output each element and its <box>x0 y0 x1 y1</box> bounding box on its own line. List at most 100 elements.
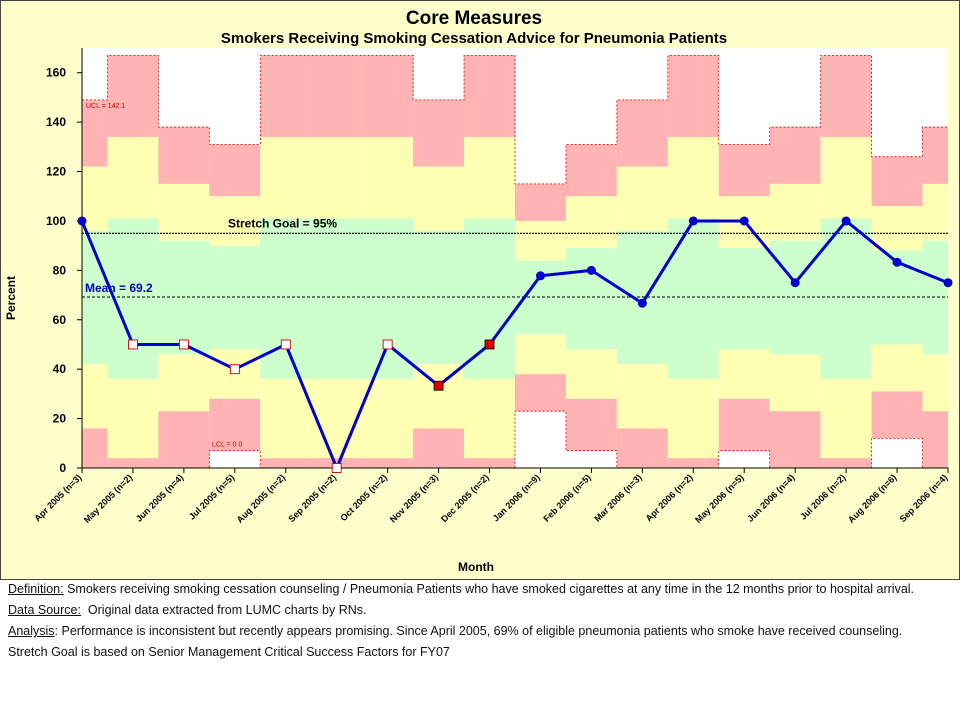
analysis-text: : Performance is inconsistent but recent… <box>54 624 903 638</box>
upper-outer-zone <box>464 55 515 137</box>
upper-middle-zone <box>158 183 210 241</box>
x-tick-label: Apr 2005 (n=3) <box>32 472 83 523</box>
y-axis-label: Percent <box>4 276 18 320</box>
control-zones <box>82 55 948 468</box>
y-tick-label: 0 <box>59 461 66 475</box>
upper-outer-zone <box>820 55 872 137</box>
upper-outer-zone <box>616 99 668 167</box>
y-tick-label: 80 <box>53 263 67 277</box>
upper-middle-zone <box>922 183 948 241</box>
analysis-note: Analysis: Performance is inconsistent bu… <box>8 624 948 639</box>
inner-zone <box>362 218 414 380</box>
y-axis: 0 20 40 60 80 100 120 140 160 <box>46 66 82 475</box>
lower-middle-zone <box>260 379 312 459</box>
x-tick-label: Aug 2006 (n=6) <box>846 472 899 525</box>
data-point-open <box>331 463 342 473</box>
stretch-goal-label: Stretch Goal = 95% <box>228 216 337 230</box>
x-tick-label: Nov 2005 (n=3) <box>388 472 440 524</box>
inner-zone <box>107 218 159 380</box>
lower-outer-zone <box>158 411 210 468</box>
x-axis: Apr 2005 (n=3)May 2005 (n=2) Jun 2005 (n=… <box>32 468 949 525</box>
x-tick-label: Mar 2006 (n=3) <box>592 472 643 523</box>
y-tick-label: 20 <box>53 412 67 426</box>
y-tick-label: 120 <box>46 165 66 179</box>
inner-zone <box>311 218 363 380</box>
data-point <box>637 298 647 308</box>
lower-outer-zone <box>769 411 821 468</box>
datasource-text: Original data extracted from LUMC charts… <box>80 603 367 617</box>
lower-outer-zone <box>362 458 414 468</box>
x-tick-label: Sep 2006 (n=4) <box>898 472 950 524</box>
lower-middle-zone <box>158 354 210 412</box>
upper-middle-zone <box>464 136 515 219</box>
goal-note: Stretch Goal is based on Senior Manageme… <box>8 645 450 659</box>
upper-outer-zone <box>922 127 948 184</box>
data-point-open <box>229 364 240 375</box>
lcl-label: LCL = 0.0 <box>212 442 242 449</box>
data-point <box>535 271 545 281</box>
inner-zone <box>718 248 770 350</box>
upper-outer-zone <box>209 144 261 197</box>
data-point-red <box>484 339 495 350</box>
x-tick-label: Oct 2005 (n=2) <box>338 472 389 523</box>
upper-middle-zone <box>311 136 363 219</box>
data-point <box>790 278 800 288</box>
x-tick-label: Jul 2005 (n=5) <box>187 472 236 521</box>
lower-middle-zone <box>82 364 108 429</box>
upper-middle-zone <box>769 183 821 241</box>
inner-zone <box>565 248 617 350</box>
lower-outer-zone <box>82 428 108 468</box>
upper-outer-zone <box>871 156 923 207</box>
upper-outer-zone <box>82 99 108 167</box>
y-tick-label: 160 <box>46 66 66 80</box>
data-point <box>892 257 902 267</box>
data-point-open <box>127 339 138 350</box>
data-point <box>77 216 87 226</box>
lower-middle-zone <box>718 349 770 399</box>
lower-outer-zone <box>107 458 159 468</box>
lower-middle-zone <box>667 379 719 459</box>
y-tick-label: 100 <box>46 214 66 228</box>
lower-middle-zone <box>311 379 363 459</box>
lower-middle-zone <box>464 379 515 459</box>
lower-middle-zone <box>362 379 414 459</box>
x-tick-label: Jun 2006 (n=4) <box>745 472 796 523</box>
upper-middle-zone <box>107 136 159 219</box>
lower-outer-zone <box>922 411 948 468</box>
lower-outer-zone <box>515 374 566 412</box>
upper-middle-zone <box>667 136 719 219</box>
inner-zone <box>820 218 872 380</box>
lower-middle-zone <box>922 354 948 412</box>
data-point <box>943 278 953 288</box>
upper-middle-zone <box>871 206 923 251</box>
upper-middle-zone <box>209 196 261 246</box>
x-tick-label: Sep 2005 (n=2) <box>286 472 338 524</box>
x-axis-label: Month <box>458 560 494 574</box>
y-tick-label: 140 <box>46 115 66 129</box>
upper-outer-zone <box>260 55 312 137</box>
ucl-label: UCL = 142.1 <box>86 103 125 110</box>
upper-middle-zone <box>260 136 312 219</box>
lower-middle-zone <box>515 334 566 375</box>
upper-middle-zone <box>565 196 617 249</box>
data-point-open <box>280 339 291 350</box>
x-tick-label: May 2006 (n=5) <box>693 472 746 525</box>
lower-middle-zone <box>769 354 821 412</box>
lower-middle-zone <box>871 344 923 392</box>
lower-middle-zone <box>107 379 159 459</box>
y-tick-label: 40 <box>53 362 67 376</box>
definition-note: Definition: Smokers receiving smoking ce… <box>8 582 948 597</box>
lower-middle-zone <box>565 349 617 399</box>
upper-middle-zone <box>820 136 872 219</box>
definition-label: Definition: <box>8 582 64 596</box>
upper-outer-zone <box>413 99 465 167</box>
x-tick-label: Jan 2006 (n=9) <box>491 472 542 523</box>
lower-outer-zone <box>565 398 617 451</box>
x-tick-label: Aug 2005 (n=2) <box>235 472 288 525</box>
upper-middle-zone <box>413 166 465 231</box>
data-point-open <box>382 339 393 350</box>
data-point <box>586 265 596 275</box>
lower-outer-zone <box>616 428 668 468</box>
inner-zone <box>260 218 312 380</box>
data-point-red <box>433 380 444 391</box>
